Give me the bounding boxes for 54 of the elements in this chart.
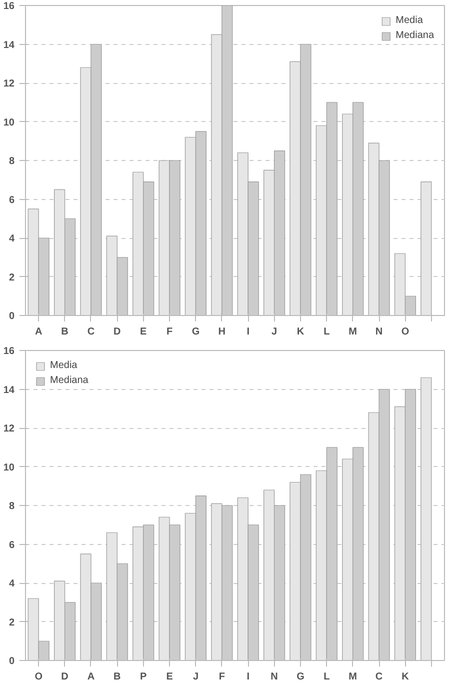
- x-tick-label: H: [218, 326, 226, 338]
- x-tick-label: K: [296, 326, 305, 338]
- y-tick-label: 2: [8, 272, 15, 284]
- x-tick-label: P: [140, 672, 148, 682]
- legend-label: Mediana: [50, 375, 88, 386]
- x-tick-label: L: [324, 326, 330, 338]
- legend-label: Mediana: [396, 30, 434, 41]
- x-tick-label: N: [375, 326, 383, 338]
- y-tick-label: 4: [8, 234, 15, 244]
- x-tick-label: A: [87, 672, 95, 682]
- y-tick-label: 6: [8, 194, 15, 206]
- x-tick-label: C: [375, 672, 383, 682]
- y-tick-label: 6: [8, 540, 15, 551]
- y-tick-label: 12: [3, 424, 15, 434]
- x-tick-label: F: [218, 672, 225, 682]
- x-tick-label: O: [34, 672, 43, 682]
- y-tick-label: 0: [8, 656, 15, 667]
- y-tick-label: 14: [3, 40, 15, 51]
- y-tick-label: 2: [8, 617, 15, 628]
- legend-label: Media: [396, 15, 423, 26]
- x-tick-label: J: [272, 326, 278, 338]
- x-tick-label: G: [192, 326, 200, 338]
- bar: [420, 377, 432, 660]
- y-tick-label: 14: [3, 384, 15, 396]
- x-tick-label: A: [34, 326, 42, 338]
- y-tick-label: 12: [3, 78, 15, 90]
- x-tick-label: E: [166, 672, 174, 682]
- x-tick-label: C: [87, 326, 95, 338]
- bar: [420, 182, 432, 316]
- x-tick-label: F: [166, 326, 173, 338]
- y-tick-label: 10: [3, 462, 15, 474]
- x-tick-label: D: [61, 672, 68, 682]
- legend-label: Media: [50, 360, 78, 371]
- y-tick-label: 8: [8, 501, 15, 512]
- x-tick-label: D: [114, 326, 121, 338]
- y-tick-label: 0: [8, 311, 15, 322]
- y-tick-label: 10: [3, 117, 15, 128]
- x-tick-label: N: [270, 672, 278, 682]
- x-tick-label: B: [61, 326, 68, 338]
- x-tick-label: O: [401, 326, 410, 338]
- x-tick-label: M: [348, 672, 358, 682]
- x-tick-label: K: [402, 672, 410, 682]
- y-tick-label: 16: [3, 1, 15, 12]
- x-tick-label: J: [192, 672, 198, 682]
- x-tick-label: E: [140, 326, 148, 338]
- y-tick-label: 8: [8, 156, 15, 167]
- x-tick-label: G: [296, 672, 305, 682]
- x-tick-label: L: [324, 672, 330, 682]
- x-tick-label: I: [246, 672, 250, 682]
- x-tick-label: M: [348, 326, 358, 338]
- x-tick-label: I: [246, 326, 250, 338]
- y-tick-label: 4: [8, 578, 15, 590]
- x-tick-label: B: [114, 672, 121, 682]
- y-tick-label: 16: [3, 346, 15, 357]
